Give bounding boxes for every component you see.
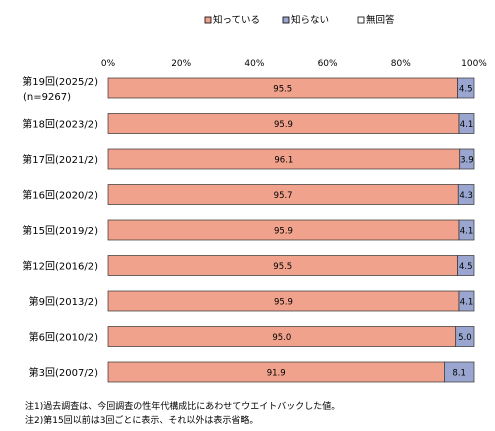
legend-swatch-2 <box>282 16 290 24</box>
legend-label-1: 知っている <box>213 14 260 26</box>
data-label: 91.9 <box>267 369 286 379</box>
bar-segment <box>459 148 475 170</box>
footnote-1: 注1)過去調査は、今回調査の性年代構成比にあわせてウエイトバックした値。 <box>25 402 341 412</box>
data-label: 4.5 <box>459 85 473 95</box>
data-label: 3.9 <box>460 156 474 166</box>
bar-segment <box>457 184 475 205</box>
data-label: 95.9 <box>274 227 293 237</box>
data-label: 95.7 <box>274 191 293 201</box>
bar-segment <box>457 77 475 99</box>
data-label: 5.0 <box>458 333 472 343</box>
bars: 95.5 4.5 95.9 4.1 96.1 3.9 95.7 4.3 95.9 4.1 95.5 4… <box>107 77 475 383</box>
data-label: 8.1 <box>452 369 466 379</box>
data-label: 96.1 <box>274 156 293 166</box>
legend: 知っている 知らない 無回答 <box>204 14 395 26</box>
data-label: 4.1 <box>460 227 474 237</box>
bar-segment <box>458 113 475 134</box>
data-label: 4.1 <box>460 120 474 130</box>
bar-segment <box>458 290 475 312</box>
x-tick-label: 0% <box>101 59 116 69</box>
footnote-2: 注2)第15回以前は3回ごとに表示、それ以外は表示省略。 <box>25 416 259 426</box>
y-tick-label: 第6回(2010/2) <box>29 331 98 344</box>
y-tick-label: 第15回(2019/2) <box>22 224 98 237</box>
y-tick-label: 第12回(2016/2) <box>22 260 98 273</box>
legend-label-3: 無回答 <box>366 14 395 26</box>
y-tick-label: 第3回(2007/2) <box>29 366 98 379</box>
x-tick-label: 20% <box>171 59 191 69</box>
bar-segment <box>444 361 475 383</box>
legend-swatch-1 <box>204 16 212 24</box>
bar-segment <box>458 219 475 241</box>
y-tick-label: 第9回(2013/2) <box>29 295 98 308</box>
data-label: 4.3 <box>459 191 473 201</box>
x-tick-label: 100% <box>461 59 487 69</box>
y-tick-label: 第18回(2023/2) <box>22 118 98 131</box>
bar-segment <box>455 326 475 347</box>
data-label: 4.1 <box>460 298 474 308</box>
y-axis-labels: 第19回(2025/2) (n=9267) 第18回(2023/2) 第17回(202… <box>22 75 98 379</box>
y-tick-label: 第16回(2020/2) <box>22 189 98 202</box>
y-tick-label: (n=9267) <box>23 92 71 103</box>
data-label: 95.9 <box>274 298 293 308</box>
y-tick-label: 第17回(2021/2) <box>22 153 98 166</box>
data-label: 95.5 <box>273 262 292 272</box>
data-label: 95.5 <box>273 85 292 95</box>
data-label: 95.9 <box>274 120 293 130</box>
x-tick-label: 80% <box>391 59 411 69</box>
data-label: 95.0 <box>272 333 291 343</box>
legend-label-2: 知らない <box>291 14 329 26</box>
x-axis-ticks: 0% 20% 40% 60% 80% 100% <box>101 59 487 69</box>
x-tick-label: 40% <box>244 59 264 69</box>
legend-swatch-3 <box>357 16 365 24</box>
y-tick-label: 第19回(2025/2) <box>22 75 98 88</box>
data-label: 4.5 <box>459 262 473 272</box>
bar-segment <box>457 255 475 276</box>
x-tick-label: 60% <box>318 59 338 69</box>
footnotes: 注1)過去調査は、今回調査の性年代構成比にあわせてウエイトバックした値。 注2)… <box>25 400 340 428</box>
